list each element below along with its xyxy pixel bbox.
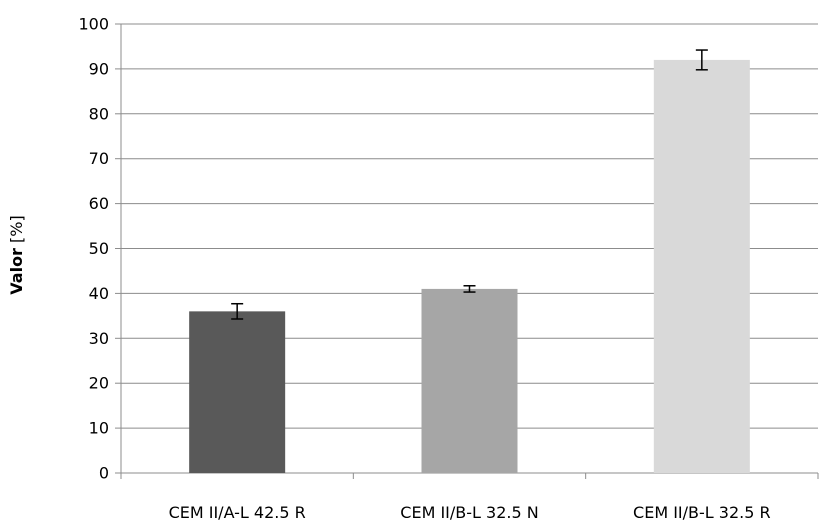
y-tick-label: 10 bbox=[89, 419, 109, 438]
x-category-label: CEM II/B-L 32.5 N bbox=[400, 503, 538, 522]
y-tick-label: 50 bbox=[89, 239, 109, 258]
category-labels: CEM II/A-L 42.5 R CEM II/B-L 32.5 N CEM II… bbox=[169, 503, 771, 522]
bars bbox=[189, 59, 750, 474]
y-axis-title-main: Valor bbox=[7, 248, 26, 295]
y-tick-label: 60 bbox=[89, 194, 109, 213]
x-category-label: CEM II/A-L 42.5 R bbox=[169, 503, 306, 522]
error-bar bbox=[463, 285, 476, 293]
error-bar bbox=[695, 49, 708, 71]
y-tick-label: 30 bbox=[89, 329, 109, 348]
y-tick-label: 100 bbox=[78, 15, 109, 34]
y-axis-title-unit: [%] bbox=[7, 215, 26, 248]
y-tick-labels: 0 10 20 30 40 50 60 70 80 90 100 bbox=[78, 15, 109, 483]
y-tick-label: 90 bbox=[89, 59, 109, 78]
y-tick-label: 70 bbox=[89, 149, 109, 168]
x-category-label: CEM II/B-L 32.5 R bbox=[633, 503, 771, 522]
bar bbox=[653, 59, 750, 474]
y-tick-label: 40 bbox=[89, 284, 109, 303]
error-bars bbox=[231, 49, 708, 320]
bar bbox=[189, 311, 286, 473]
y-tick-label: 80 bbox=[89, 104, 109, 123]
bar bbox=[421, 288, 518, 473]
y-tick-label: 0 bbox=[99, 464, 109, 483]
y-tick-label: 20 bbox=[89, 374, 109, 393]
error-bar bbox=[231, 302, 244, 320]
y-axis-title: Valor [%] bbox=[7, 215, 26, 294]
